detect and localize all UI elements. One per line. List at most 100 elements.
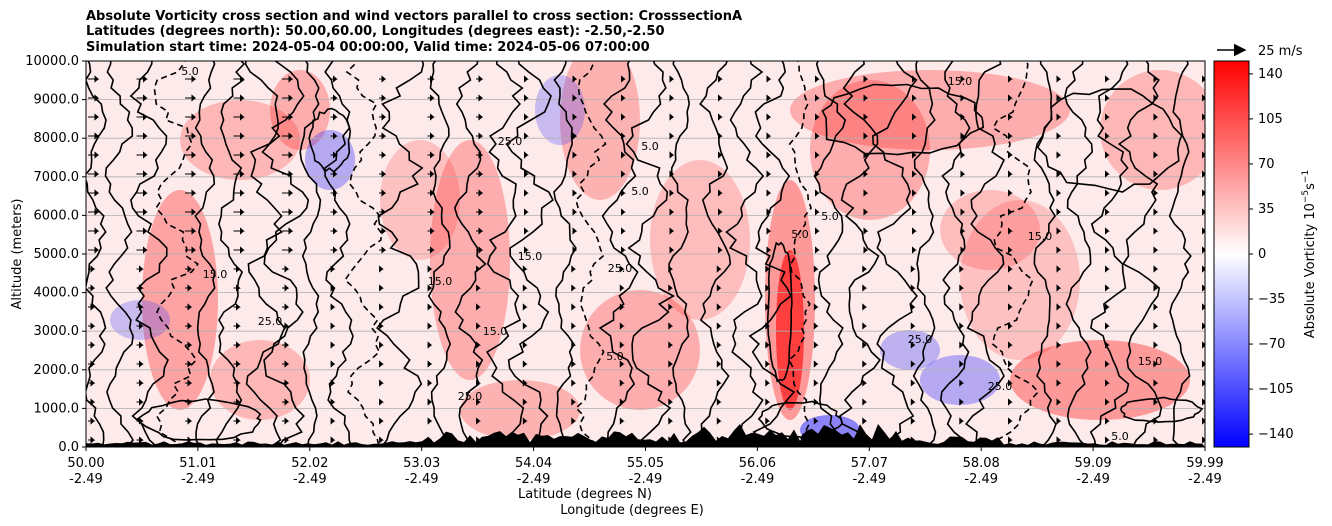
wind-vector <box>813 360 819 368</box>
wind-vector <box>912 227 917 235</box>
contour-loop <box>821 83 985 156</box>
wind-vector <box>910 341 916 349</box>
wind-vector <box>379 398 384 406</box>
wind-vector <box>1105 170 1110 178</box>
wind-vector <box>718 170 723 178</box>
wind-vector <box>1153 303 1159 311</box>
contour-label: 5.0 <box>631 185 649 198</box>
wind-vector <box>282 151 294 159</box>
x-tick-label-lat: 53.03 <box>403 456 440 471</box>
wind-vector <box>1056 246 1062 254</box>
wind-vector <box>959 322 965 330</box>
wind-vector <box>766 170 772 178</box>
wind-vector <box>912 170 917 178</box>
wind-vector <box>571 265 577 273</box>
y-tick-label: 8000.0 <box>34 131 80 146</box>
wind-vector <box>330 436 336 444</box>
wind-vector <box>427 151 435 159</box>
contour-line <box>129 61 169 447</box>
wind-vector <box>1008 113 1013 121</box>
wind-vector <box>1056 170 1062 178</box>
wind-vector <box>476 113 484 121</box>
wind-vector <box>1056 379 1062 387</box>
wind-vector <box>960 208 966 216</box>
contour-loop <box>1120 396 1204 423</box>
wind-vector <box>476 227 484 235</box>
wind-vector <box>1056 75 1062 83</box>
wind-vector <box>524 170 529 178</box>
wind-vector <box>813 398 819 406</box>
colorbar-tick-label: −140 <box>1258 427 1294 442</box>
wind-vector <box>136 398 144 406</box>
wind-vector <box>88 265 96 273</box>
contour-label: 5.0 <box>606 350 624 363</box>
wind-vector <box>1056 151 1062 159</box>
wind-vector <box>476 303 481 311</box>
colorbar: 140 105 70 35 0 −35 −70 −105 −140 Absolute Vorti… <box>1213 60 1318 448</box>
wind-vector <box>427 208 435 216</box>
wind-vector <box>959 265 965 273</box>
wind-vector <box>136 132 148 140</box>
wind-vector <box>960 189 966 197</box>
wind-vector <box>282 303 290 311</box>
wind-vector <box>1008 303 1013 311</box>
wind-vector <box>1056 94 1062 102</box>
vorticity-patch <box>180 100 300 180</box>
contour-line <box>485 61 525 447</box>
vorticity-patch <box>460 380 580 440</box>
wind-vector <box>766 227 772 235</box>
wind-vector <box>476 322 481 330</box>
wind-vector <box>959 303 965 311</box>
wind-vector <box>813 341 819 349</box>
wind-vector <box>136 303 144 311</box>
wind-vector <box>1008 132 1013 140</box>
wind-vector <box>718 94 723 102</box>
wind-vector <box>813 303 819 311</box>
wind-vector <box>185 246 197 254</box>
y-tick-label: 1000.0 <box>34 401 80 416</box>
wind-vector <box>379 322 384 330</box>
wind-vector <box>1105 94 1110 102</box>
wind-vector <box>910 303 916 311</box>
wind-vector <box>621 189 626 197</box>
wind-vector <box>863 208 869 216</box>
wind-vector <box>476 398 481 406</box>
wind-vector <box>476 94 484 102</box>
wind-vector <box>1153 379 1159 387</box>
wind-vector <box>427 170 435 178</box>
wind-vector <box>282 75 294 83</box>
wind-vector <box>1153 227 1159 235</box>
wind-vector <box>1008 227 1013 235</box>
wind-vector <box>862 322 868 330</box>
wind-vector <box>427 75 435 83</box>
wind-vector <box>476 132 484 140</box>
wind-vector <box>910 265 916 273</box>
wind-vector <box>1153 417 1159 425</box>
wind-vector <box>572 94 578 102</box>
wind-vector <box>330 284 336 292</box>
plot-area: 5.0 15.0 25.0 5.0 15.0 25.0 5.0 15.0 25.0 5.0 15.0… <box>85 60 1206 448</box>
contour-line <box>1064 61 1094 447</box>
x-tick-label-lat: 52.02 <box>291 456 328 471</box>
wind-vector <box>619 360 625 368</box>
wind-vector <box>522 417 528 425</box>
vorticity-patch <box>560 61 640 200</box>
wind-vector <box>88 417 96 425</box>
wind-vector <box>136 284 144 292</box>
x-tick-label-lat: 59.99 <box>1186 456 1223 471</box>
wind-vector <box>571 379 577 387</box>
wind-vector <box>524 132 529 140</box>
wind-vector <box>1153 151 1159 159</box>
wind-vector <box>476 246 484 254</box>
wind-vector <box>330 208 338 216</box>
wind-vector <box>815 113 820 121</box>
wind-vector <box>766 75 772 83</box>
wind-vector <box>522 265 528 273</box>
wind-vector <box>1008 417 1013 425</box>
y-axis: 0.0 1000.0 2000.0 3000.0 4000.0 5000.0 6000.0 7… <box>25 54 86 455</box>
wind-vector <box>862 303 868 311</box>
x-axis-label-longitude: Longitude (degrees E) <box>560 503 704 518</box>
wind-vector <box>1008 284 1013 292</box>
wind-vector <box>233 360 241 368</box>
wind-vector <box>88 303 96 311</box>
